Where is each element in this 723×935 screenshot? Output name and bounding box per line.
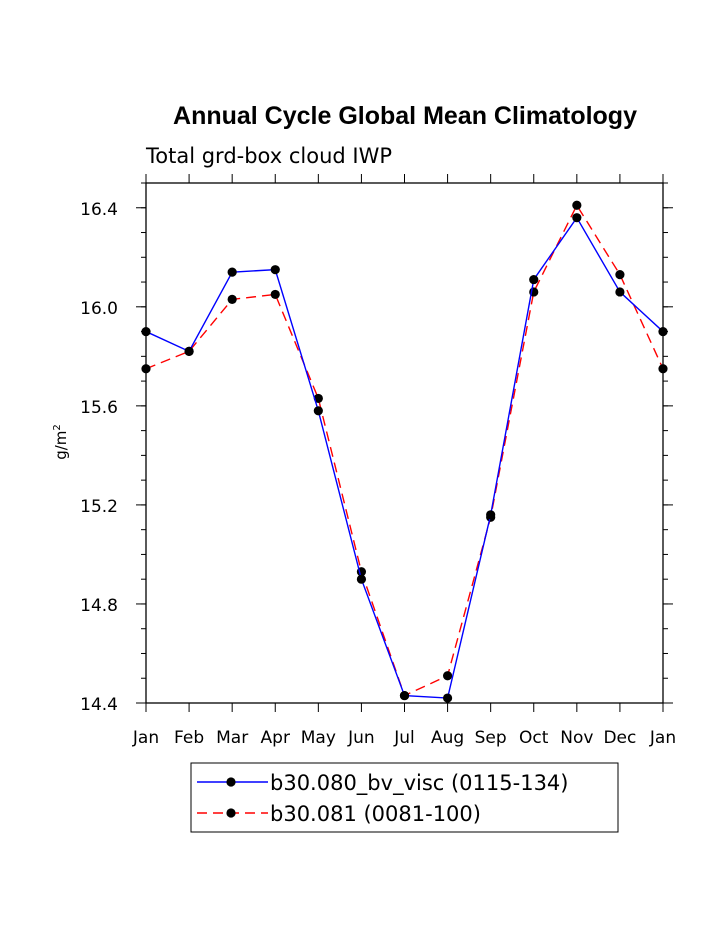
y-tick-label: 14.4 [80,695,118,715]
data-point [141,364,151,374]
data-point [572,200,582,210]
axes: Jan Feb Mar Apr May Jun Jul Aug Sep Oct Nov Dec Jan 1… [80,174,676,748]
series-1 [141,200,668,701]
data-point [658,364,668,374]
legend-marker [226,777,236,787]
data-point [572,213,582,223]
chart-subtitle: Total grd-box cloud IWP [145,144,392,168]
x-tick-label: May [301,728,336,748]
y-tick-label: 16.4 [80,200,118,220]
series-line [145,216,664,699]
data-point [615,270,625,280]
y-tick-label: 15.6 [80,398,118,418]
y-axis-label-base: g/m [52,431,70,460]
data-point [486,510,496,520]
x-tick-label: Jan [132,728,159,748]
series-line [145,203,664,697]
y-axis-label-sup: 2 [52,424,63,430]
data-point [184,346,194,356]
x-tick-label: Jan [649,728,676,748]
data-point [442,693,453,703]
x-tick-label: Jun [347,728,375,748]
data-point [399,690,410,701]
legend-box [190,762,619,833]
data-point [270,289,280,300]
data-point [529,274,539,285]
data-point [658,326,668,337]
legend-label: b30.080_bv_visc (0115-134) [270,771,568,796]
data-point [442,671,453,681]
x-tick-label: Feb [174,728,204,748]
chart-title: Annual Cycle Global Mean Climatology [173,102,637,130]
y-tick-label: 16.0 [80,299,118,319]
legend-label: b30.081 (0081-100) [270,802,481,826]
x-tick-label: Sep [475,728,507,748]
legend: b30.080_bv_visc (0115-134) b30.081 (0081-… [190,762,619,833]
data-point [313,406,323,416]
data-point [356,574,367,584]
x-tick-label: Jul [393,728,415,748]
legend-marker [226,808,236,818]
data-point [270,265,280,275]
data-point [227,294,237,304]
data-point [615,287,625,297]
x-tick-label: Mar [216,728,248,748]
data-point [227,267,237,277]
x-tick-label: Aug [431,728,464,748]
x-tick-label: Dec [603,728,636,748]
y-axis-label: g/m2 [52,424,70,460]
series-0 [141,213,668,703]
y-tick-label: 15.2 [80,497,118,517]
x-tick-label: Nov [560,728,593,748]
data-point [313,393,323,404]
x-tick-label: Apr [261,728,290,748]
x-tick-label: Oct [519,728,549,748]
plot-frame [145,182,664,704]
y-tick-label: 14.8 [80,596,118,616]
series-layer [141,200,668,703]
data-point [141,326,151,337]
